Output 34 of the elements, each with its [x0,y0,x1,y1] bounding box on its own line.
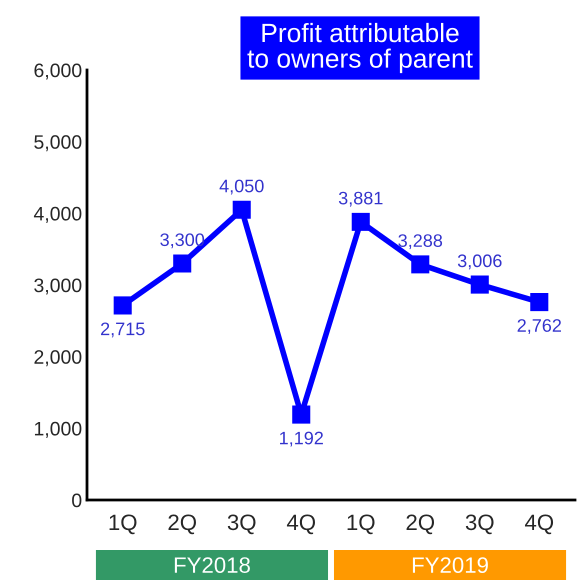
y-tick-label: 0 [72,493,82,508]
point [232,200,251,219]
text: FY2019 [412,557,488,573]
x-tick-label: 1Q [110,514,136,534]
text: 3,881 [338,192,382,207]
text: 2,762 [518,319,561,334]
y-tick-label: 2,000 [34,350,82,366]
x-tick-label: 4Q [524,514,554,534]
y-tick-label: 1,000 [34,422,82,438]
text: 3,300 [160,233,204,248]
chart-title: Profit attributable to owners of parent [247,22,473,74]
point [352,212,370,231]
text: 1,192 [280,432,323,447]
x-tick-label: 3Q [228,514,256,534]
text: 3,006 [458,254,502,270]
text: 3,288 [398,234,442,250]
y-tick-label: 4,000 [34,206,82,223]
x-tick-label: 3Q [466,514,494,534]
text: 2,715 [101,322,145,338]
point [470,276,489,294]
x-tick-label: 2Q [406,514,434,534]
y-tick-label: 3,000 [34,278,82,295]
point [411,255,430,274]
y-tick-label: 5,000 [34,135,82,152]
x-tick-label: 4Q [286,514,316,534]
point [114,296,132,314]
text: 4,050 [220,180,264,195]
point [292,406,310,424]
x-tick-label: 2Q [168,514,196,534]
x-tick-label: 1Q [348,514,375,534]
text: FY2018 [174,557,250,573]
y-tick-label: 6,000 [34,63,82,80]
point [530,293,548,312]
point [173,254,192,273]
